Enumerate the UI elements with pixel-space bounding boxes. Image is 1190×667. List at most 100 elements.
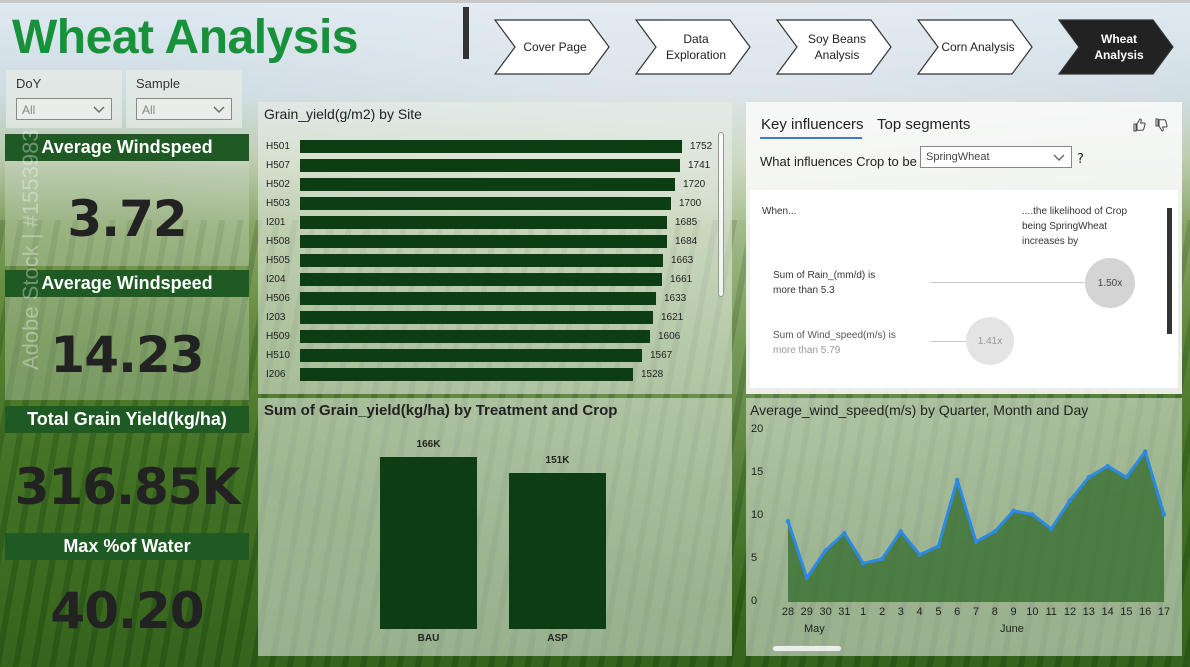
data-point[interactable]: [936, 543, 941, 549]
bar[interactable]: [300, 311, 653, 324]
x-tick-label: 3: [897, 606, 904, 618]
x-tick-label: 13: [1082, 606, 1095, 618]
data-point[interactable]: [1161, 512, 1167, 517]
bar-value-label: 1752: [690, 141, 713, 152]
crop-dropdown-value: SpringWheat: [926, 151, 990, 163]
nav-corn-analysis[interactable]: Corn Analysis: [916, 18, 1034, 76]
thumbs-down-icon[interactable]: [1153, 117, 1169, 133]
data-point[interactable]: [1143, 449, 1148, 454]
data-point[interactable]: [1030, 512, 1035, 517]
bar-row: H505 1663: [258, 254, 732, 268]
area-svg: [785, 449, 1167, 602]
x-tick-label: 30: [819, 606, 832, 618]
influencer-question: What influences Crop to be: [760, 154, 917, 169]
influencer-scrollbar[interactable]: [1167, 208, 1172, 334]
data-point[interactable]: [1086, 475, 1091, 480]
bar[interactable]: [300, 216, 667, 229]
doy-dropdown[interactable]: All: [16, 98, 112, 120]
bar[interactable]: [300, 292, 656, 305]
help-icon[interactable]: ?: [1077, 152, 1084, 167]
nav-chevron-shape: [493, 19, 610, 75]
bar-value-label: 1684: [675, 236, 698, 247]
thumbs-up-icon[interactable]: [1131, 117, 1147, 133]
likelihood-line-1: ....the likelihood of Crop: [1022, 206, 1128, 217]
data-point[interactable]: [879, 556, 885, 562]
data-point[interactable]: [898, 529, 903, 534]
x-tick-label: 5: [935, 606, 942, 618]
bar-value-label: 1633: [664, 293, 687, 304]
site-label: I204: [266, 274, 286, 285]
site-label: H505: [266, 255, 290, 266]
tab-key-influencers[interactable]: Key influencers: [761, 116, 864, 133]
active-tab-indicator: [760, 137, 862, 139]
data-point[interactable]: [861, 561, 866, 566]
x-tick-label: 1: [860, 606, 867, 618]
bar[interactable]: [300, 368, 633, 381]
bar[interactable]: [300, 349, 642, 362]
influencer-rain-line-2[interactable]: more than 5.3: [773, 285, 835, 296]
bar[interactable]: [300, 197, 671, 210]
data-point[interactable]: [1011, 508, 1016, 513]
data-point[interactable]: [804, 575, 809, 581]
nav-label: Soy Beans Analysis: [807, 32, 867, 62]
nav-data-exploration[interactable]: Data Exploration: [634, 18, 752, 76]
sample-slicer-label: Sample: [136, 76, 181, 91]
site-label: H509: [266, 331, 290, 342]
data-point[interactable]: [1049, 526, 1054, 532]
bar[interactable]: [300, 178, 675, 191]
data-point[interactable]: [842, 531, 847, 536]
bar[interactable]: [300, 159, 680, 172]
influencer-wind-line-2[interactable]: more than 5.79: [773, 345, 841, 356]
chart-title: Average_wind_speed(m/s) by Quarter, Mont…: [750, 402, 1089, 418]
site-label: H503: [266, 198, 290, 209]
influencer-wind-line-1[interactable]: Sum of Wind_speed(m/s) is: [773, 330, 896, 341]
data-point[interactable]: [973, 539, 979, 544]
chart-scrollbar[interactable]: [718, 132, 724, 297]
horizontal-scrollbar[interactable]: [772, 645, 842, 652]
x-tick-label: 9: [1010, 606, 1017, 618]
y-tick-label: 10: [751, 509, 764, 521]
influencer-rain-line-1[interactable]: Sum of Rain_(mm/d) is: [773, 270, 876, 281]
influencer-wind-connector: [930, 341, 966, 342]
nav-wheat-analysis[interactable]: Wheat Analysis: [1057, 18, 1175, 76]
bar-value-label: 1663: [671, 255, 694, 266]
site-label: I201: [266, 217, 286, 228]
data-point[interactable]: [785, 519, 791, 524]
data-point[interactable]: [1105, 463, 1110, 469]
site-label: H510: [266, 350, 290, 361]
crop-dropdown[interactable]: SpringWheat: [920, 146, 1072, 168]
bar-row: H506 1633: [258, 292, 732, 306]
x-tick-label: 2: [878, 606, 886, 618]
bar[interactable]: [300, 235, 667, 248]
influencer-rain-bubble[interactable]: 1.50x: [1085, 258, 1135, 308]
kpi-max-water-value: 40.20: [50, 582, 204, 640]
data-point[interactable]: [992, 529, 997, 534]
influencer-rain-connector: [930, 282, 1085, 283]
nav-cover-page[interactable]: Cover Page: [493, 18, 611, 76]
data-point[interactable]: [823, 548, 828, 553]
bar[interactable]: [300, 273, 662, 286]
nav-soy-beans-analysis[interactable]: Soy Beans Analysis: [775, 18, 893, 76]
tab-top-segments[interactable]: Top segments: [877, 116, 971, 133]
x-tick-label: 17: [1157, 606, 1171, 618]
bar[interactable]: [300, 330, 650, 343]
bar-row: H509 1606: [258, 330, 732, 344]
data-point[interactable]: [1124, 475, 1129, 480]
grain-yield-by-treatment-chart: Sum of Grain_yield(kg/ha) by Treatment a…: [258, 398, 732, 656]
data-point[interactable]: [1067, 498, 1073, 503]
bar[interactable]: [300, 140, 682, 153]
bar[interactable]: [509, 473, 606, 629]
kpi-grain-yield-value: 316.85K: [14, 458, 241, 516]
bar[interactable]: [300, 254, 663, 267]
influencer-wind-bubble[interactable]: 1.41x: [966, 317, 1014, 365]
data-point[interactable]: [955, 477, 960, 483]
vbar-plot: 166K BAU 151K ASP: [258, 398, 732, 656]
nav-chevron-shape: [775, 19, 892, 75]
sample-dropdown[interactable]: All: [136, 98, 232, 120]
bar-data-label: 166K: [416, 439, 441, 450]
site-label: H508: [266, 236, 290, 247]
bar[interactable]: [380, 457, 477, 629]
data-point[interactable]: [917, 552, 922, 557]
key-influencers-visual: Key influencers Top segments What influe…: [746, 102, 1182, 394]
kpi-windspeed-2-value: 14.23: [50, 326, 204, 384]
